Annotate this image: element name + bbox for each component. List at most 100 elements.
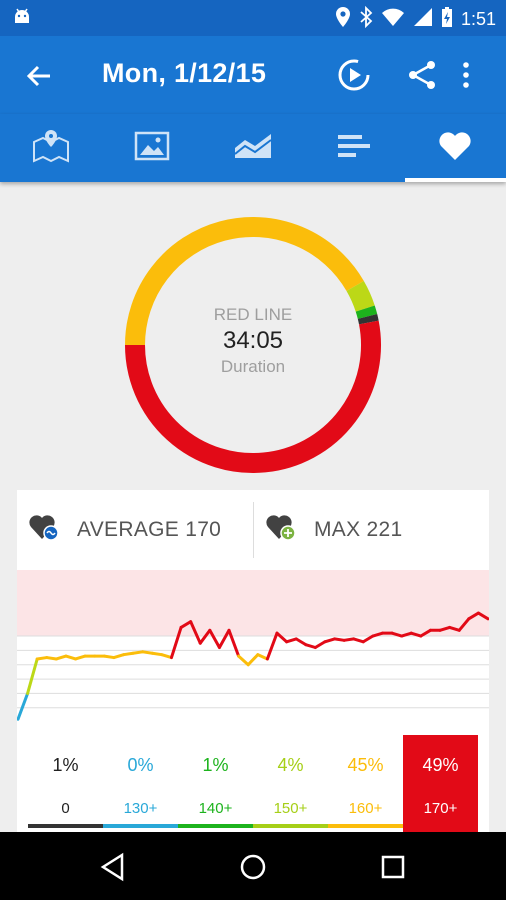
hr-line-segment: [169, 625, 183, 660]
hr-line-segment: [304, 643, 317, 649]
tab-indicator: [405, 178, 506, 182]
hr-line-segment: [438, 625, 452, 632]
hr-line-segment: [54, 654, 68, 661]
zone-column: 4% 150+: [253, 735, 328, 832]
zone-threshold: 0: [61, 800, 70, 817]
tab-photos[interactable]: [101, 114, 202, 182]
hr-line-segment: [160, 653, 173, 660]
hr-line-segment: [476, 611, 490, 621]
hr-line-segment: [102, 654, 116, 660]
wifi-icon: [381, 7, 405, 32]
map-icon: [31, 128, 71, 169]
hr-line-segment: [64, 654, 78, 661]
hr-line-segment: [275, 631, 289, 644]
hr-line-segment: [457, 617, 471, 632]
zone-color-bar: [328, 824, 403, 828]
red-zone-band: [17, 570, 489, 637]
hr-line-segment: [198, 628, 212, 645]
sync-play-icon[interactable]: [336, 57, 372, 93]
heart-icon: [437, 130, 473, 167]
zone-percent: 45%: [347, 755, 384, 775]
tab-splits[interactable]: [303, 114, 404, 182]
hr-line-segment: [122, 651, 135, 657]
hr-line-segment: [390, 631, 404, 638]
hr-line-segment: [131, 650, 145, 655]
hr-line-segment: [45, 656, 58, 661]
zone-percent: 1%: [202, 755, 229, 775]
nav-recents-icon[interactable]: [376, 850, 410, 884]
hr-line-segment: [26, 657, 39, 695]
heart-average-icon: [29, 513, 61, 548]
area-chart-icon: [233, 130, 273, 167]
back-arrow-icon[interactable]: [22, 59, 56, 93]
hr-line-segment: [74, 654, 87, 661]
zone-color-bar: [28, 824, 103, 828]
ring-segment-yellow-green: [346, 281, 375, 312]
hr-line-segment: [246, 653, 260, 667]
zone-column: 1% 140+: [178, 735, 253, 832]
zone-column: 1% 0: [28, 735, 103, 832]
heart-rate-card: AVERAGE 170 MAX 221 1% 0 0% 130+ 1% 140+ 4% 150…: [16, 490, 490, 832]
zone-column: 49% 170+: [403, 735, 478, 832]
zone-percent: 49%: [422, 755, 459, 775]
ring-segment-red: [125, 320, 381, 473]
status-bar: 1:51: [0, 0, 506, 36]
hr-line-segment: [150, 651, 164, 657]
zone-percent: 0%: [127, 755, 154, 775]
hr-line-segment: [16, 691, 30, 721]
share-icon[interactable]: [404, 57, 440, 93]
system-navigation-bar: [0, 832, 506, 900]
tab-chart[interactable]: [202, 114, 303, 182]
max-stat: MAX 221: [266, 490, 486, 570]
image-icon: [134, 130, 170, 167]
battery-charging-icon: [441, 6, 453, 33]
hr-line-segment: [285, 637, 298, 644]
average-stat: AVERAGE 170: [29, 490, 249, 570]
heart-max-icon: [266, 513, 298, 548]
hr-line-segment: [294, 637, 308, 647]
hr-line-segment: [342, 637, 356, 642]
overflow-menu-icon[interactable]: [456, 57, 476, 93]
hr-line-segment: [400, 631, 413, 638]
hr-line-segment: [371, 631, 384, 638]
hr-line-segment: [361, 634, 375, 644]
hr-line-segment: [256, 653, 269, 661]
ring-label: RED LINE: [213, 305, 293, 324]
bar-list-icon: [336, 132, 372, 165]
zone-color-bar: [178, 824, 253, 828]
zone-threshold: 130+: [123, 800, 158, 817]
hr-line-segment: [352, 637, 365, 644]
hr-line-segment: [409, 631, 423, 638]
tab-map[interactable]: [0, 114, 101, 182]
bluetooth-icon: [359, 5, 373, 33]
hr-line-segment: [323, 637, 337, 644]
zone-column: 0% 130+: [103, 735, 178, 832]
zone-threshold: 170+: [423, 800, 458, 817]
zone-percent: 4%: [277, 755, 304, 775]
hr-line-segment: [141, 650, 154, 655]
android-notification-icon: [12, 7, 32, 34]
hr-line-segment: [35, 656, 49, 661]
ring-center: RED LINE 34:05 Duration: [153, 305, 353, 377]
nav-back-icon[interactable]: [96, 850, 130, 884]
zone-color-bar: [253, 824, 328, 828]
zone-percent: 1%: [52, 755, 79, 775]
nav-home-icon[interactable]: [236, 850, 270, 884]
duration-ring: [0, 182, 506, 492]
hr-line-segment: [333, 637, 346, 642]
max-label: MAX 221: [314, 518, 403, 541]
hr-line-segment: [448, 625, 461, 632]
app-bar: Mon, 1/12/15: [0, 36, 506, 114]
location-icon: [335, 6, 351, 33]
signal-icon: [413, 7, 433, 32]
ring-segment-dark: [357, 314, 379, 325]
average-label: AVERAGE 170: [77, 518, 222, 541]
zone-threshold: 150+: [273, 800, 308, 817]
hr-line-segment: [227, 628, 241, 658]
hr-line-segment: [112, 653, 126, 660]
ring-value: 34:05: [222, 327, 284, 354]
zone-threshold: 140+: [198, 800, 233, 817]
hr-line-segment: [467, 611, 480, 621]
tab-heart-rate[interactable]: [404, 114, 505, 182]
stats-divider: [253, 502, 254, 558]
